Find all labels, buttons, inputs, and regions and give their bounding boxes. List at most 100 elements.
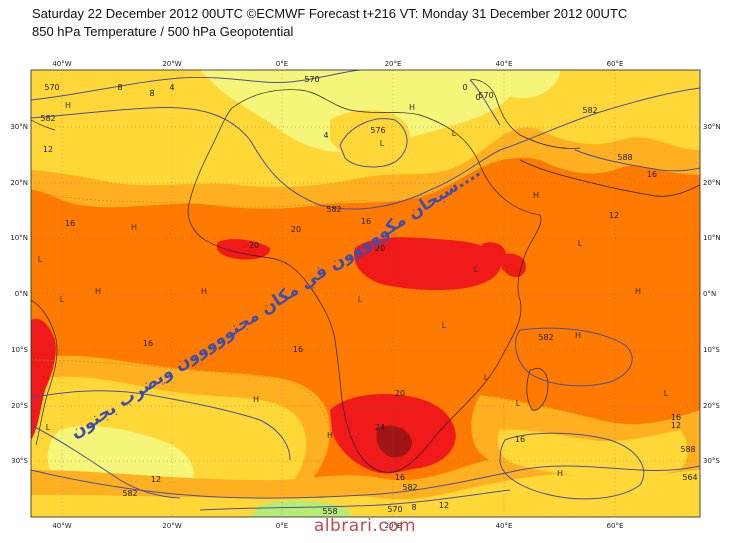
pressure-centre: L [38,255,43,264]
pressure-centre: L [380,139,385,148]
hot-patch-ethiopia [482,242,506,264]
lon-label-bottom: 0°E [276,522,288,530]
lat-labels-left: 30°N 20°N 10°N 0°N 10°S 20°S 30°S [10,123,28,465]
map-subtitle: 850 hPa Temperature / 500 hPa Geopotenti… [32,24,294,39]
lon-label-bottom: 40°W [52,522,71,530]
contour-label: 4 [323,131,328,140]
lon-labels-top: 40°W 20°W 0°E 20°E 40°E 60°E [52,60,623,68]
lon-label-top: 0°E [276,60,288,68]
contour-label: 20 [375,244,385,253]
isotherm-12 [31,159,700,208]
lon-label-top: 20°W [162,60,181,68]
contour-label: 4 [169,83,174,92]
contour-label: 570 [478,91,493,100]
pressure-centre: H [575,331,581,340]
contour-label: 588 [680,445,695,454]
pressure-centre: H [533,191,539,200]
pressure-centre: L [60,295,65,304]
contour-label: 570 [387,505,402,514]
lat-label-left: 10°N [10,234,28,242]
temperature-field [31,70,700,517]
lat-label-right: 30°S [703,457,720,465]
contour-label: 20 [291,225,301,234]
contour-label: 582 [538,333,553,342]
arabia-coastline [519,159,700,197]
madagascar-coastline [526,368,549,411]
contour-label: 8 [149,89,154,98]
contour-576-south [31,465,700,499]
africa-coastline [187,89,542,473]
contour-576-low [339,118,408,168]
lon-label-bottom: 40°E [496,522,513,530]
hot-patch-sudan [354,237,501,291]
contour-label: 582 [326,205,341,214]
contour-label: 16 [395,473,405,482]
lat-label-left: 10°S [11,346,28,354]
contour-label: 576 [370,126,385,135]
pressure-centre: L [46,423,51,432]
contour-label: 16 [647,170,657,179]
lon-label-bottom: 20°W [162,522,181,530]
band-yellow-southern-ocean [31,455,700,517]
contour-label: 16 [515,435,525,444]
pressure-centre: H [65,101,71,110]
hot-patch-south-america [31,318,56,440]
contour-label: 8 [117,83,122,92]
lat-label-right: 20°S [703,402,720,410]
map-title: Saturday 22 December 2012 00UTC ©ECMWF F… [32,6,628,21]
lon-label-top: 40°W [52,60,71,68]
contour-label: 8 [411,503,416,512]
pressure-centre: L [474,265,479,274]
contour-label: 12 [609,211,619,220]
graticule [31,70,700,517]
lon-label-top: 60°E [607,60,624,68]
pressure-centre: H [635,287,641,296]
contour-588-indian [515,327,633,387]
contour-label: 582 [122,489,137,498]
lon-label-top: 40°E [496,60,513,68]
pressure-centre: H [253,395,259,404]
contour-label: 12 [439,501,449,510]
contour-570-north [31,70,361,101]
lat-label-right: 10°N [703,234,721,242]
lat-label-right: 20°N [703,179,721,187]
contour-label: 588 [617,153,632,162]
cold-green-patch [250,500,350,517]
contour-label: 570 [304,75,319,84]
contour-label: 582 [402,483,417,492]
contour-label: 16 [65,219,75,228]
lon-label-bottom: 60°E [607,522,624,530]
temperature-labels: 12 8 4 16 16 20 16 20 12 16 16 16 20 24 … [43,83,681,512]
lat-label-right: 0°N [703,290,716,298]
contour-582-south [31,390,291,461]
contour-label: 582 [40,114,55,123]
contour-label: 564 [682,473,697,482]
contour-label: 12 [151,475,161,484]
contour-label: 16 [293,345,303,354]
contour-564-south [199,489,511,511]
hot-patch-east [500,253,526,278]
pressure-centres: H L H H H L L H L H L L H H L L H L L H … [38,101,669,478]
contour-label: 570 [44,83,59,92]
pressure-centre: H [131,223,137,232]
contour-label: 0 [475,93,480,102]
lon-label-top: 20°E [385,60,402,68]
contour-label: 20 [395,389,405,398]
lat-label-left: 30°S [11,457,28,465]
lat-label-right: 30°N [703,123,721,131]
pressure-centre: L [452,129,457,138]
pressure-centre: L [442,321,447,330]
contour-label: 558 [322,507,337,516]
contour-label: 0 [462,83,467,92]
pressure-centre: H [327,431,333,440]
contour-label: 16 [143,339,153,348]
south-america-coastline [31,299,58,446]
contour-570-trough [469,79,501,126]
contour-label: 12 [43,145,53,154]
contour-label: 24 [375,423,385,432]
hot-patch-west-africa [216,239,271,260]
pressure-centre: L [484,373,489,382]
contour-582 [31,87,700,210]
